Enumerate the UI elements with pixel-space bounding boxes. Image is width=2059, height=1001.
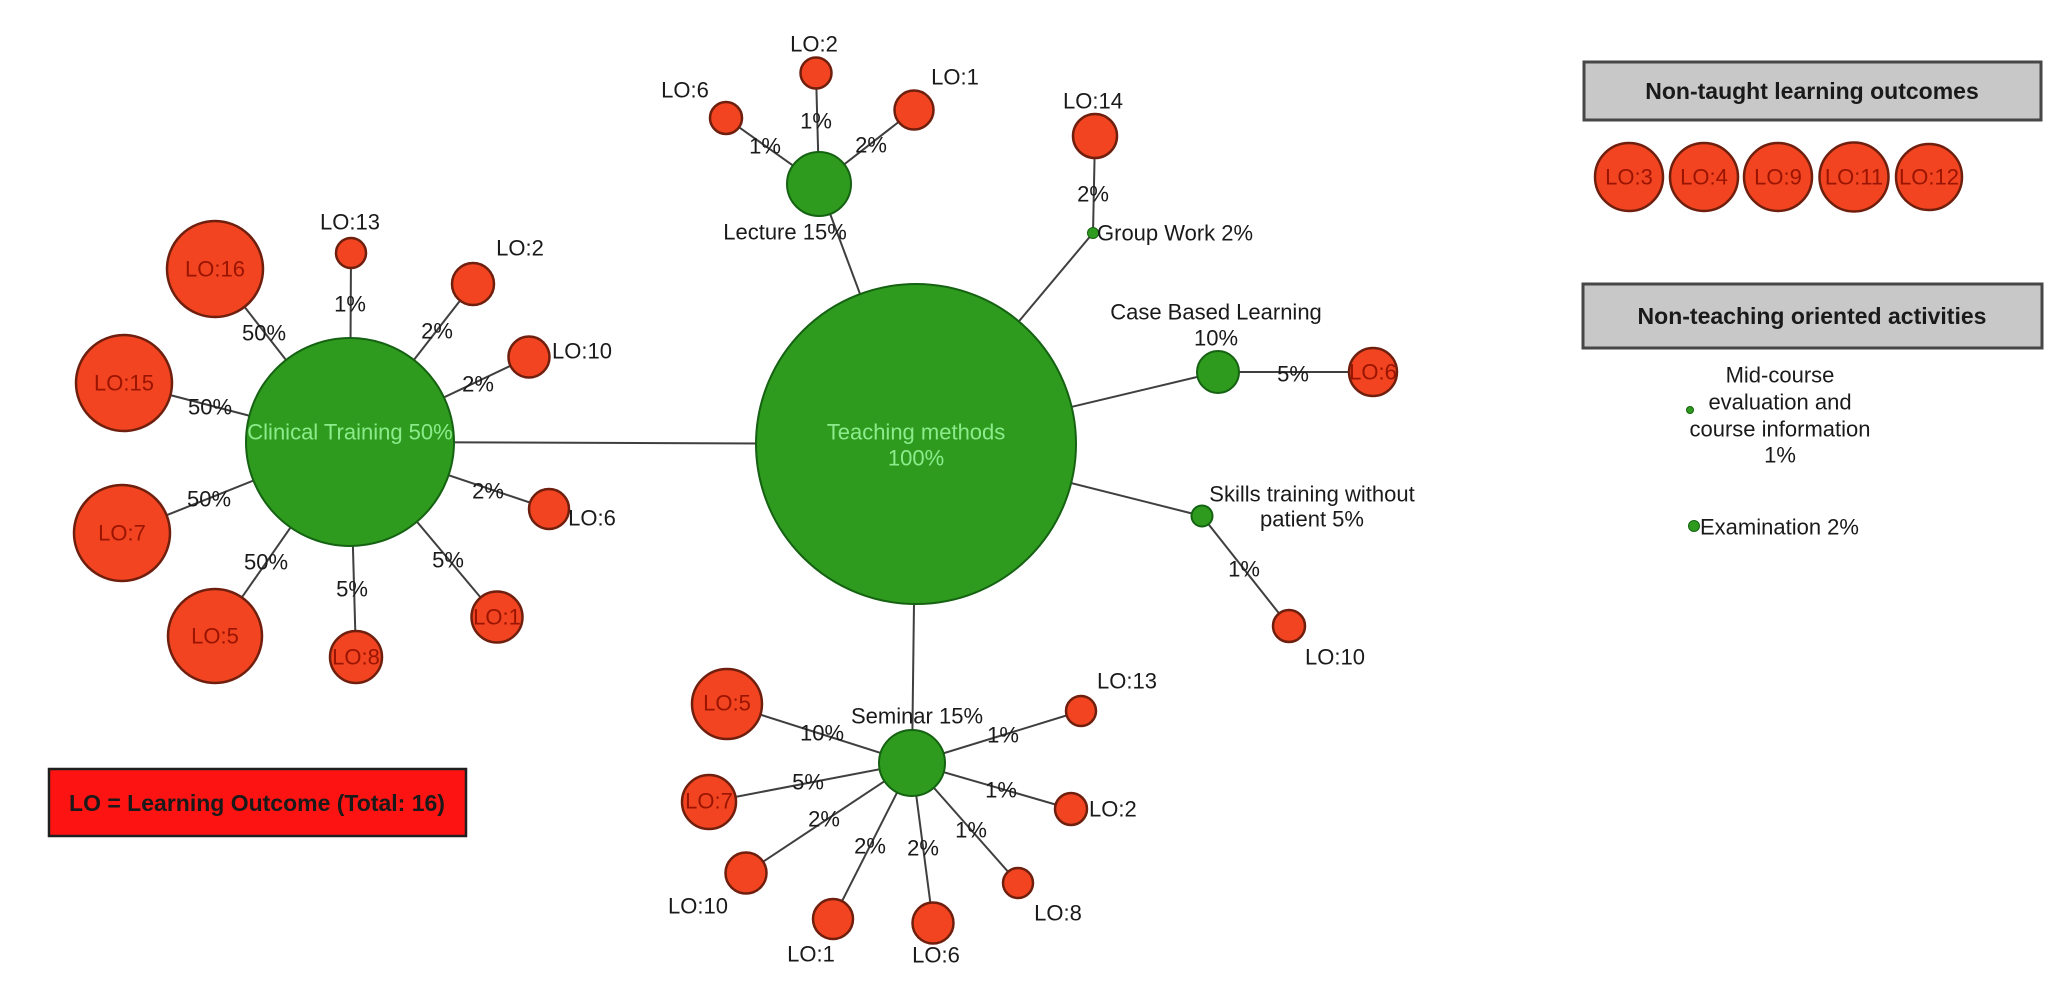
- svg-text:LO:3: LO:3: [1605, 165, 1653, 190]
- svg-text:LO:6: LO:6: [912, 943, 960, 968]
- svg-text:Lecture 15%: Lecture 15%: [723, 220, 847, 245]
- svg-text:10%: 10%: [1194, 326, 1238, 351]
- svg-text:Skills training without: Skills training without: [1209, 482, 1414, 507]
- svg-text:LO:8: LO:8: [332, 645, 380, 670]
- svg-text:2%: 2%: [472, 479, 504, 504]
- svg-text:1%: 1%: [800, 109, 832, 134]
- svg-text:5%: 5%: [792, 770, 824, 795]
- svg-text:2%: 2%: [855, 133, 887, 158]
- svg-text:5%: 5%: [336, 577, 368, 602]
- svg-text:LO:2: LO:2: [496, 236, 544, 261]
- svg-text:1%: 1%: [749, 134, 781, 159]
- svg-text:Clinical Training 50%: Clinical Training 50%: [247, 420, 452, 445]
- svg-text:Non-teaching oriented activiti: Non-teaching oriented activities: [1638, 303, 1987, 329]
- svg-text:LO:15: LO:15: [94, 371, 154, 396]
- svg-text:1%: 1%: [1228, 557, 1260, 582]
- svg-text:LO:5: LO:5: [703, 691, 751, 716]
- svg-text:Mid-course: Mid-course: [1726, 363, 1835, 388]
- svg-text:LO = Learning Outcome (Total:: LO = Learning Outcome (Total: 16): [69, 790, 445, 816]
- svg-text:1%: 1%: [987, 723, 1019, 748]
- svg-text:LO:9: LO:9: [1754, 165, 1802, 190]
- svg-text:LO:12: LO:12: [1899, 165, 1959, 190]
- svg-text:LO:16: LO:16: [185, 257, 245, 282]
- svg-text:evaluation and: evaluation and: [1708, 390, 1851, 415]
- svg-text:LO:2: LO:2: [790, 32, 838, 57]
- svg-text:2%: 2%: [462, 372, 494, 397]
- svg-text:LO:14: LO:14: [1063, 89, 1123, 114]
- svg-text:LO:1: LO:1: [931, 65, 979, 90]
- svg-text:Case Based Learning: Case Based Learning: [1110, 300, 1322, 325]
- svg-text:course information: course information: [1690, 417, 1871, 442]
- svg-text:LO:10: LO:10: [552, 339, 612, 364]
- svg-text:2%: 2%: [854, 834, 886, 859]
- svg-text:LO:1: LO:1: [473, 605, 521, 630]
- svg-text:LO:5: LO:5: [191, 624, 239, 649]
- svg-text:LO:7: LO:7: [685, 789, 733, 814]
- svg-text:1%: 1%: [985, 778, 1017, 803]
- svg-text:LO:13: LO:13: [1097, 669, 1157, 694]
- svg-text:Seminar 15%: Seminar 15%: [851, 704, 983, 729]
- svg-text:5%: 5%: [432, 548, 464, 573]
- svg-text:Non-taught learning outcomes: Non-taught learning outcomes: [1645, 78, 1979, 104]
- svg-text:Group Work 2%: Group Work 2%: [1097, 221, 1253, 246]
- svg-text:Examination 2%: Examination 2%: [1700, 515, 1859, 540]
- svg-text:LO:6: LO:6: [568, 506, 616, 531]
- svg-text:Teaching methods: Teaching methods: [827, 420, 1006, 445]
- svg-text:LO:10: LO:10: [1305, 645, 1365, 670]
- svg-text:50%: 50%: [188, 395, 232, 420]
- svg-text:LO:1: LO:1: [787, 942, 835, 967]
- svg-text:LO:4: LO:4: [1680, 165, 1728, 190]
- svg-text:50%: 50%: [187, 487, 231, 512]
- svg-text:5%: 5%: [1277, 362, 1309, 387]
- svg-text:2%: 2%: [907, 836, 939, 861]
- svg-text:2%: 2%: [421, 319, 453, 344]
- svg-text:LO:13: LO:13: [320, 210, 380, 235]
- svg-text:LO:10: LO:10: [668, 894, 728, 919]
- svg-text:LO:2: LO:2: [1089, 797, 1137, 822]
- svg-text:1%: 1%: [334, 292, 366, 317]
- svg-text:patient 5%: patient 5%: [1260, 507, 1364, 532]
- svg-text:1%: 1%: [1764, 443, 1796, 468]
- svg-text:50%: 50%: [244, 550, 288, 575]
- svg-text:2%: 2%: [1077, 182, 1109, 207]
- svg-text:50%: 50%: [242, 321, 286, 346]
- svg-text:LO:6: LO:6: [661, 78, 709, 103]
- svg-text:LO:6: LO:6: [1349, 360, 1397, 385]
- svg-text:LO:8: LO:8: [1034, 901, 1082, 926]
- svg-text:LO:7: LO:7: [98, 521, 146, 546]
- svg-text:10%: 10%: [800, 721, 844, 746]
- svg-text:LO:11: LO:11: [1825, 165, 1883, 190]
- svg-text:2%: 2%: [808, 807, 840, 832]
- svg-text:100%: 100%: [888, 446, 944, 471]
- svg-text:1%: 1%: [955, 818, 987, 843]
